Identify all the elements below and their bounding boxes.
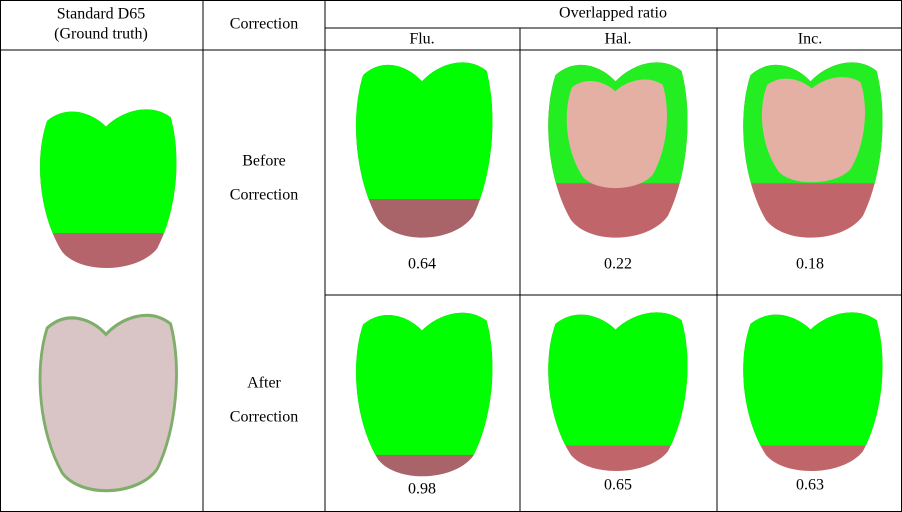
- ratio: 0.63: [796, 477, 824, 494]
- column-label: Inc.: [798, 31, 822, 48]
- row-label: Before: [242, 153, 286, 170]
- column-label: Hal.: [604, 31, 631, 48]
- header-text: (Ground truth): [54, 26, 148, 43]
- tongue-image: [743, 312, 882, 471]
- tongue-image: [356, 62, 492, 237]
- row-label: After: [247, 375, 281, 392]
- row-label: Correction: [230, 187, 298, 204]
- ratio: 0.18: [796, 256, 824, 273]
- header-text: Standard D65: [57, 6, 145, 23]
- ratio: 0.22: [604, 256, 632, 273]
- tongue-image: [743, 62, 882, 237]
- header-text: Overlapped ratio: [559, 5, 667, 22]
- tongue-image: [356, 313, 492, 477]
- page: Standard D65 (Ground truth) Correction O…: [0, 0, 902, 512]
- column-label: Flu.: [409, 31, 434, 48]
- tongue-image: [40, 109, 176, 268]
- ratio: 0.65: [604, 477, 632, 494]
- ratio: 0.64: [408, 256, 436, 273]
- tongue-image: [548, 62, 687, 237]
- tongue-image: [40, 315, 176, 490]
- result-table: Standard D65 (Ground truth) Correction O…: [0, 0, 902, 512]
- header-text: Correction: [230, 16, 298, 33]
- row-label: Correction: [230, 409, 298, 426]
- ratio: 0.98: [408, 481, 436, 498]
- tongue-image: [548, 312, 687, 471]
